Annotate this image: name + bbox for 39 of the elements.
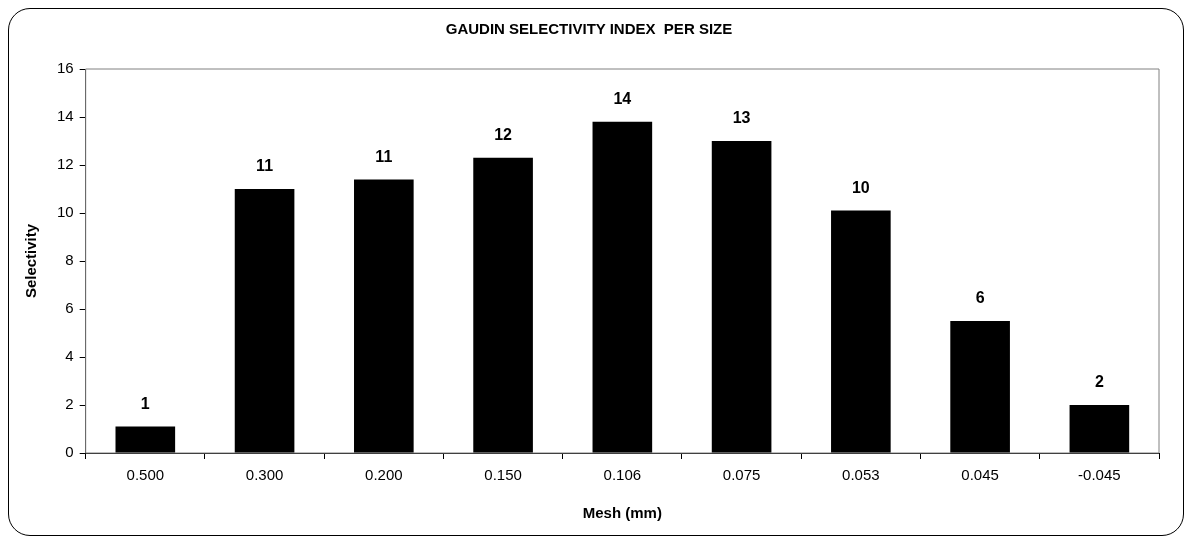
bar <box>1069 405 1130 453</box>
x-tick-label: 0.075 <box>722 466 761 484</box>
data-label: 10 <box>851 179 870 197</box>
x-tick-label: 0.500 <box>126 466 165 484</box>
x-tick-label: -0.045 <box>1078 466 1121 484</box>
data-label: 6 <box>975 289 985 307</box>
y-tick-label: 14 <box>57 107 74 125</box>
bar <box>234 189 295 453</box>
y-tick-label: 16 <box>57 59 74 77</box>
y-tick-label: 10 <box>57 203 74 221</box>
x-tick-label: 0.300 <box>245 466 284 484</box>
bar <box>711 141 772 453</box>
y-tick-label: 12 <box>57 155 74 173</box>
x-tick-label: 0.053 <box>842 466 880 484</box>
bar <box>354 179 414 453</box>
x-axis-title: Mesh (mm) <box>582 504 662 522</box>
bar <box>950 321 1010 453</box>
x-tick-label: 0.200 <box>365 466 403 484</box>
chart-title: GAUDIN SELECTIVITY INDEX PER SIZE <box>445 20 733 38</box>
data-label: 11 <box>375 147 393 165</box>
data-label: 1 <box>140 395 150 413</box>
data-label: 14 <box>613 90 632 108</box>
x-tick-label: 0.150 <box>484 466 522 484</box>
bar <box>115 426 176 453</box>
y-tick-label: 2 <box>65 395 74 413</box>
x-tick-label: 0.106 <box>603 466 642 484</box>
y-tick-label: 0 <box>65 443 74 461</box>
y-tick-label: 8 <box>65 251 74 269</box>
y-tick-label: 4 <box>65 347 74 365</box>
bar <box>592 121 653 453</box>
y-axis-title: Selectivity <box>22 223 40 299</box>
x-tick-label: 0.045 <box>961 466 999 484</box>
y-tick-label: 6 <box>65 299 74 317</box>
data-label: 2 <box>1094 373 1104 391</box>
bar <box>473 157 533 453</box>
data-label: 13 <box>732 109 751 127</box>
data-label: 12 <box>494 126 513 144</box>
data-label: 11 <box>256 157 274 175</box>
bar <box>831 210 891 453</box>
